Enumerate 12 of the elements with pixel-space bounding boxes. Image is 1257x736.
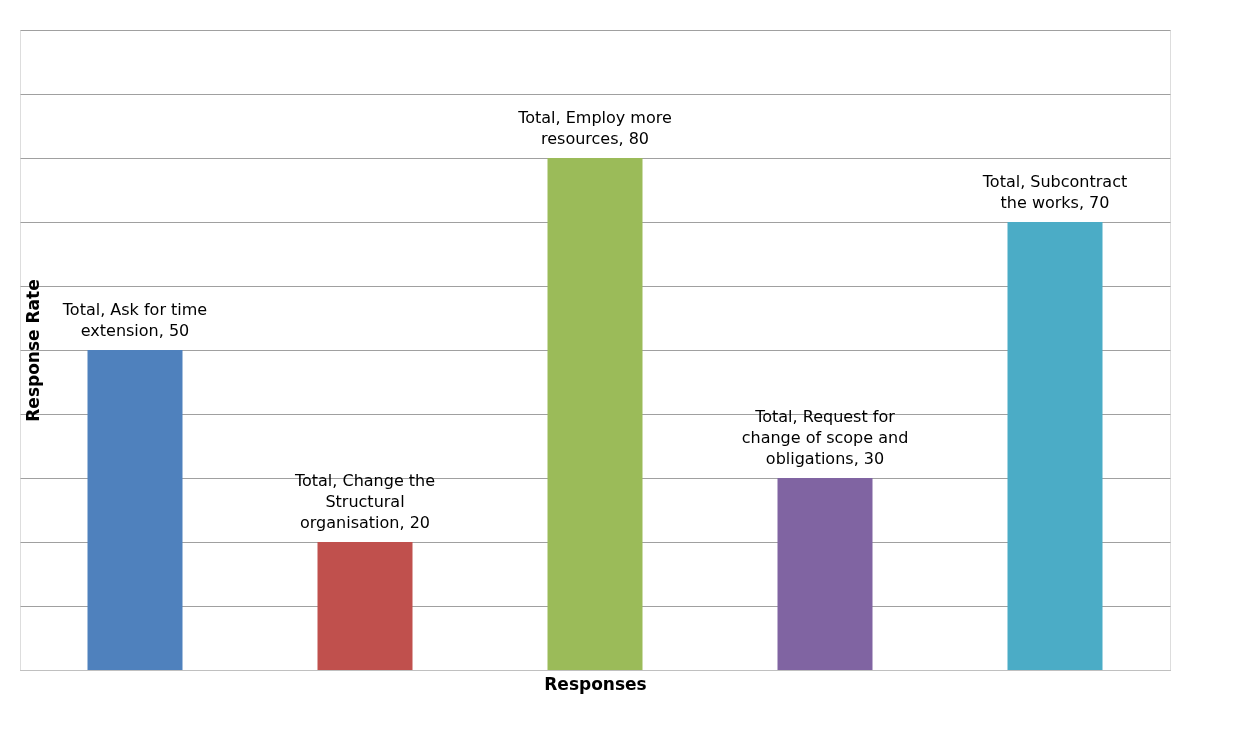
- bar: [317, 542, 413, 670]
- bar: [87, 350, 183, 670]
- bar: [777, 478, 873, 670]
- data-label: Total, Ask for time extension, 50: [61, 300, 208, 340]
- x-axis-title: Responses: [544, 673, 647, 694]
- bar: [1007, 222, 1103, 670]
- data-label: Total, Request for change of scope and obligations, 30: [741, 407, 909, 468]
- y-axis-title: Response Rate: [22, 279, 43, 422]
- data-label: Total, Change the Structural organisation, 20: [293, 471, 436, 532]
- data-label: Total, Subcontract the works, 70: [981, 172, 1128, 212]
- data-label: Total, Employ more resources, 80: [517, 108, 672, 148]
- bar: [547, 158, 643, 670]
